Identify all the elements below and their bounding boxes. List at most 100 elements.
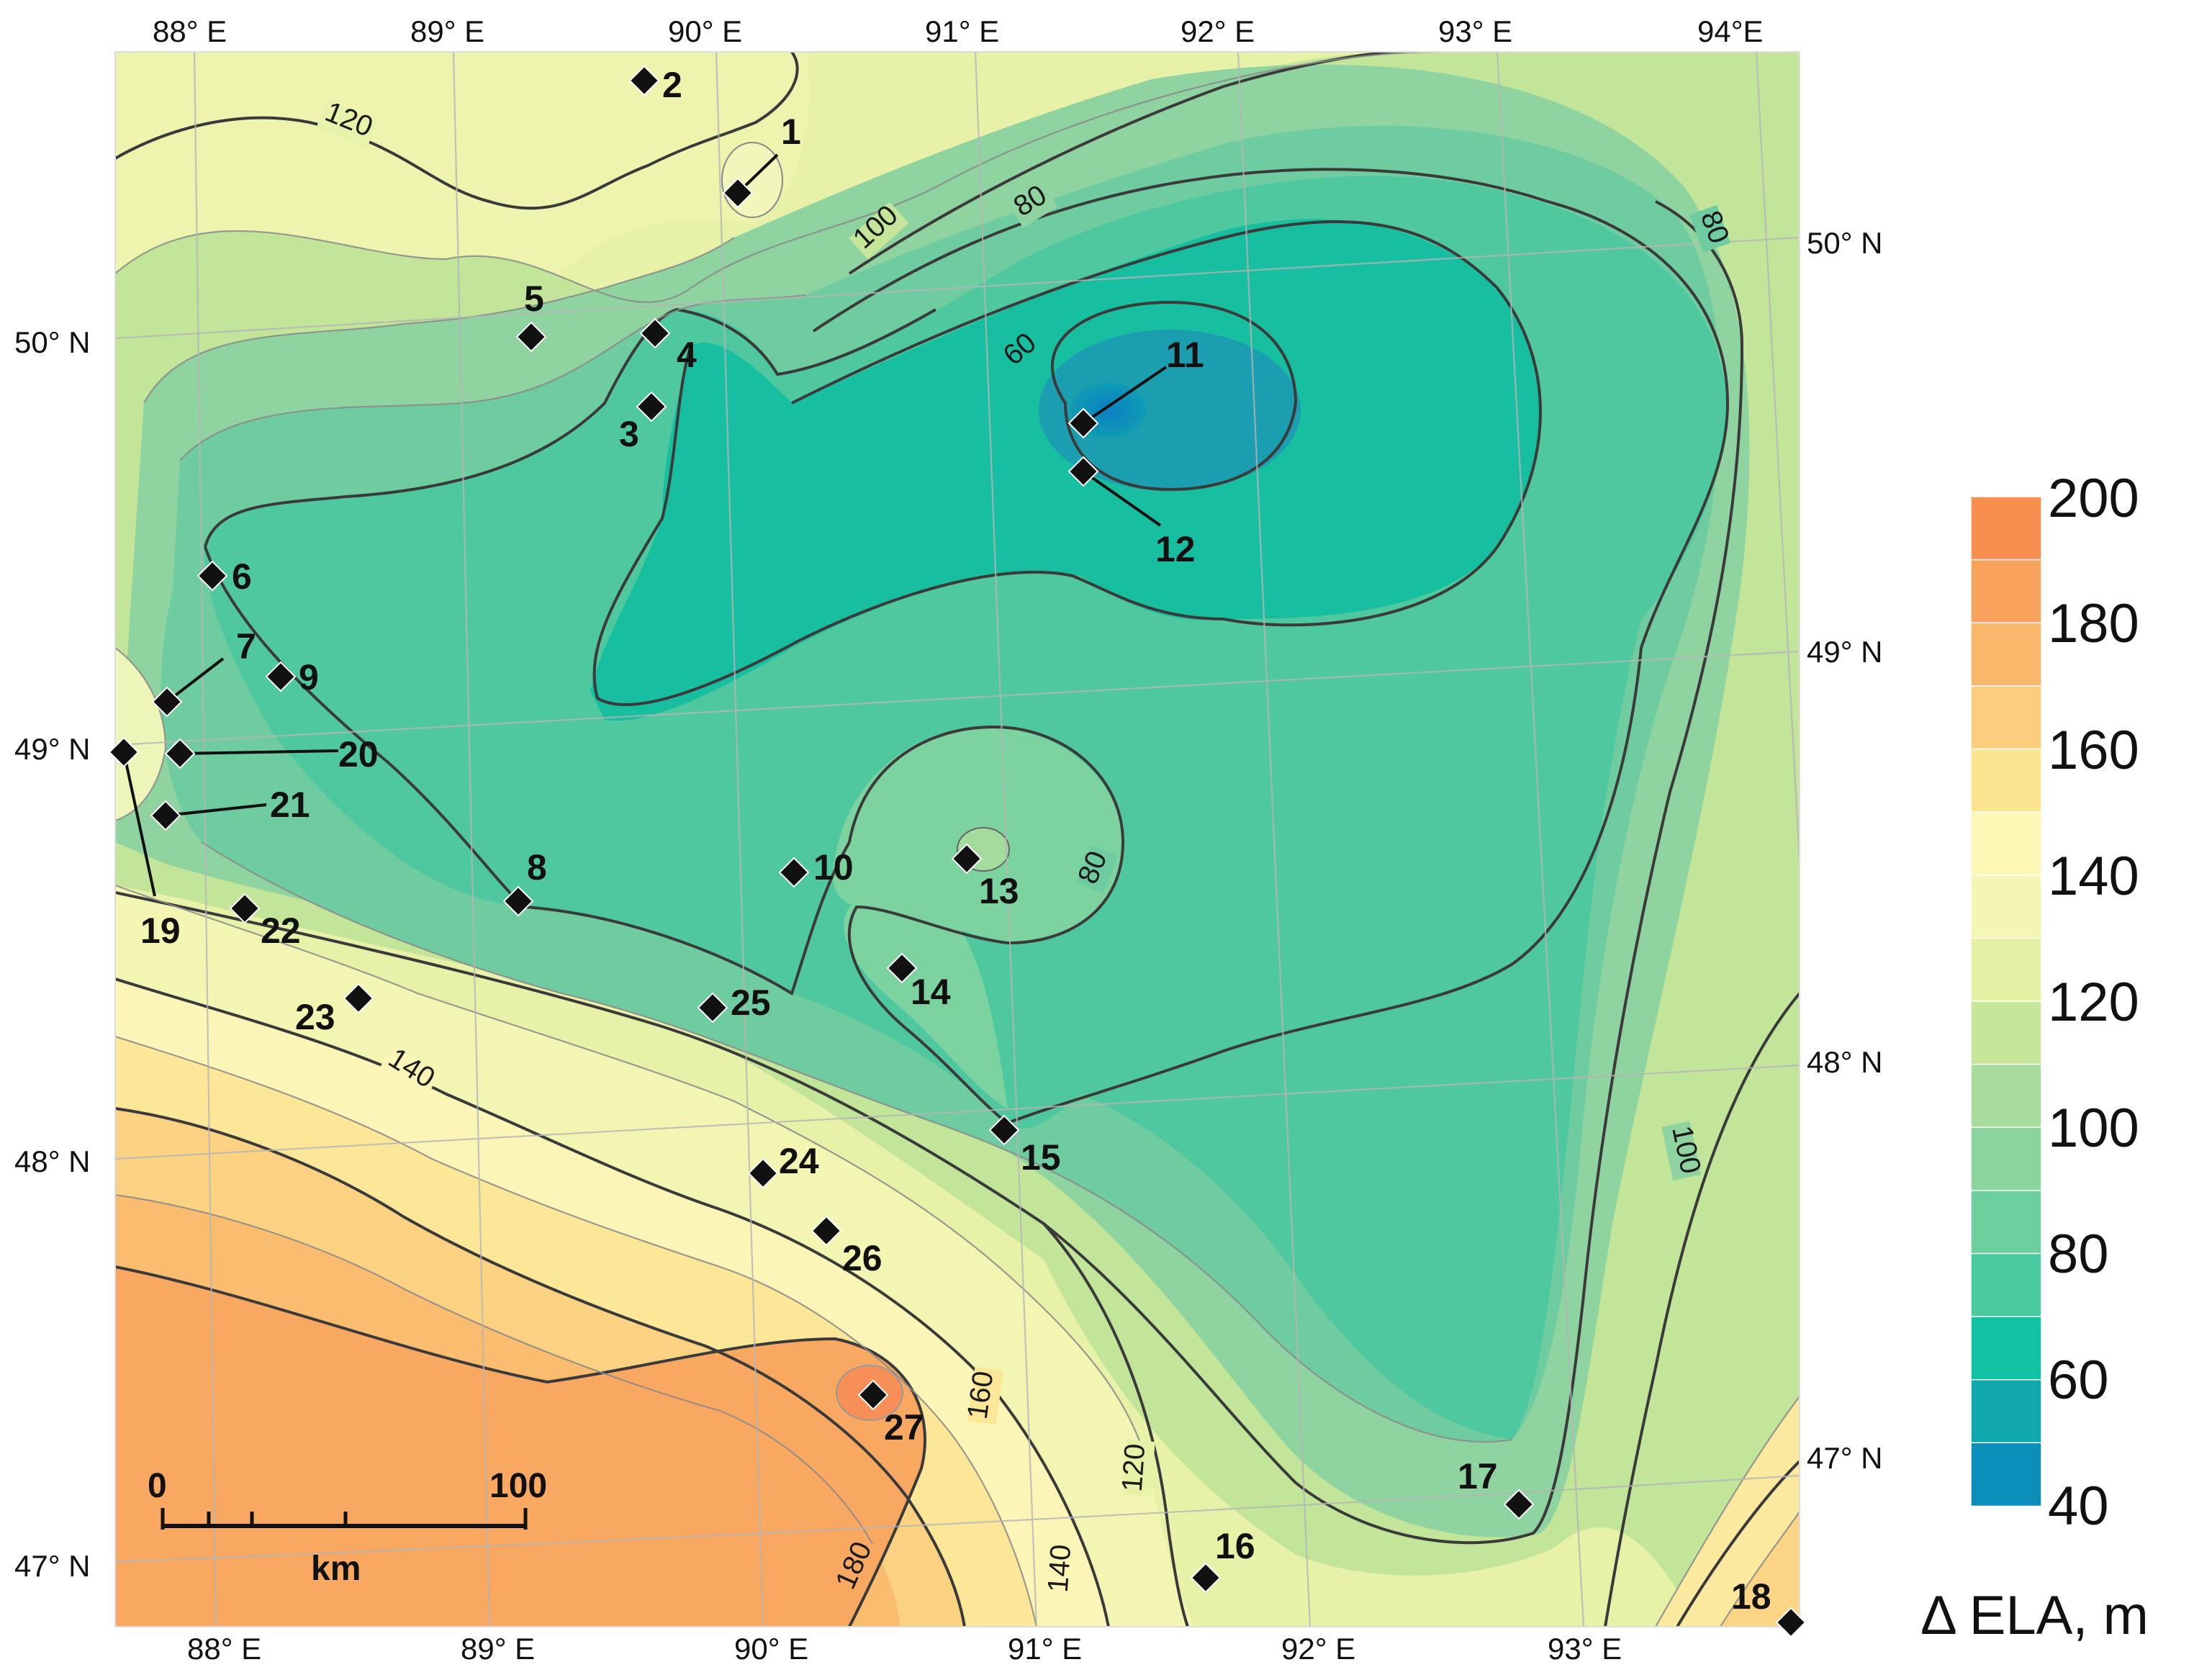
bottom-lon-93: 93° E: [1548, 1632, 1622, 1666]
site-marker[interactable]: 6: [197, 556, 252, 597]
bottom-lon-92: 92° E: [1281, 1632, 1355, 1666]
site-marker[interactable]: 13: [951, 843, 1019, 911]
sites: 1 2 3 4 5 6 7 8 9 10 11 12 13 14 15 16 1…: [108, 65, 1807, 1638]
legend-color-band: [1970, 1063, 2042, 1129]
top-lon-88: 88° E: [153, 14, 227, 48]
svg-text:10: 10: [813, 847, 854, 888]
legend-ticks: 200 180 160 140 120 100 80 60 40: [2048, 468, 2139, 1537]
zone-50: [1039, 330, 1301, 491]
legend-tick-60: 60: [2048, 1350, 2109, 1411]
legend-color-band: [1970, 1379, 2042, 1444]
site-marker[interactable]: 3: [619, 391, 667, 454]
legend-color-band: [1970, 811, 2042, 876]
site-marker[interactable]: 5: [515, 279, 547, 353]
legend-color-band: [1970, 1316, 2042, 1381]
svg-text:26: 26: [842, 1238, 882, 1278]
legend-color-band: [1970, 559, 2042, 624]
right-lat-49: 49° N: [1807, 635, 1883, 669]
top-lon-94: 94°E: [1697, 14, 1764, 48]
bottom-lon-88: 88° E: [187, 1632, 261, 1666]
svg-text:24: 24: [779, 1141, 819, 1181]
site-marker[interactable]: 15: [988, 1114, 1061, 1178]
contour-label-140b: 140: [1042, 1543, 1078, 1594]
scale-bar: 0 100 km: [148, 1467, 547, 1588]
site-marker[interactable]: 24: [747, 1141, 819, 1189]
legend-color-band: [1970, 937, 2042, 1003]
site-marker[interactable]: 2: [628, 65, 682, 105]
scale-unit-label: km: [311, 1550, 361, 1588]
legend-title: Δ ELA, m: [1920, 1585, 2149, 1646]
svg-text:9: 9: [299, 657, 319, 697]
left-lat-49: 49° N: [14, 732, 91, 766]
svg-text:8: 8: [527, 847, 547, 888]
legend-color-bands: [1970, 496, 2042, 1507]
svg-text:15: 15: [1021, 1137, 1061, 1178]
legend-color-band: [1970, 1252, 2042, 1318]
svg-text:17: 17: [1458, 1456, 1498, 1496]
site-marker[interactable]: 11: [1067, 335, 1204, 439]
site-marker[interactable]: 12: [1067, 456, 1196, 569]
legend-color-band: [1970, 748, 2042, 813]
svg-text:6: 6: [232, 556, 252, 597]
site-marker[interactable]: 19: [108, 736, 181, 951]
scale-start-label: 0: [148, 1467, 167, 1505]
legend-tick-100: 100: [2048, 1098, 2139, 1159]
site-marker[interactable]: 14: [886, 952, 951, 1012]
zone-60: [590, 219, 1540, 721]
site-marker[interactable]: 21: [150, 785, 310, 831]
site-marker[interactable]: 25: [697, 983, 771, 1024]
site-marker[interactable]: 10: [778, 847, 854, 888]
svg-text:7: 7: [236, 626, 256, 667]
svg-text:20: 20: [338, 734, 379, 774]
legend-color-band: [1970, 1001, 2042, 1065]
legend-tick-140: 140: [2048, 846, 2139, 907]
legend-tick-120: 120: [2048, 972, 2139, 1033]
right-lat-50: 50° N: [1807, 226, 1883, 260]
map-frame: [114, 51, 1800, 1627]
svg-text:19: 19: [140, 911, 181, 951]
site-marker[interactable]: 20: [164, 734, 379, 774]
legend-color-band: [1970, 1190, 2042, 1255]
svg-text:2: 2: [662, 65, 682, 105]
site-marker[interactable]: 16: [1190, 1526, 1255, 1594]
legend-color-band: [1970, 685, 2042, 750]
svg-text:4: 4: [677, 335, 697, 375]
site-marker[interactable]: 4: [639, 317, 697, 375]
site-marker[interactable]: 22: [229, 893, 301, 951]
bottom-lon-90: 90° E: [734, 1632, 808, 1666]
bottom-lon-91: 91° E: [1008, 1632, 1082, 1666]
site-marker[interactable]: 18: [1731, 1576, 1807, 1638]
site-marker[interactable]: 27: [857, 1379, 924, 1448]
svg-text:13: 13: [979, 871, 1019, 911]
site-leader-lines: [122, 153, 1168, 897]
color-legend: 200 180 160 140 120 100 80 60 40 Δ ELA, …: [1920, 468, 2149, 1646]
top-lon-90: 90° E: [668, 14, 742, 48]
legend-tick-80: 80: [2048, 1224, 2109, 1285]
left-latitude-labels: 50° N 49° N 48° N 47° N: [14, 325, 91, 1583]
site-marker[interactable]: 9: [265, 657, 319, 697]
legend-color-band: [1970, 1442, 2042, 1507]
contour-label-120b: 120: [1116, 1442, 1152, 1493]
svg-text:5: 5: [524, 279, 544, 319]
svg-text:12: 12: [1155, 529, 1196, 569]
bottom-lon-89: 89° E: [461, 1632, 535, 1666]
right-latitude-labels: 50° N 49° N 48° N 47° N: [1807, 226, 1883, 1475]
right-lat-48: 48° N: [1807, 1045, 1883, 1079]
top-lon-89: 89° E: [410, 14, 484, 48]
site-marker[interactable]: 17: [1458, 1456, 1535, 1520]
svg-text:21: 21: [270, 785, 310, 825]
contour-map: [115, 52, 1800, 1627]
svg-text:3: 3: [619, 414, 639, 454]
site-marker[interactable]: 23: [295, 983, 374, 1037]
legend-tick-180: 180: [2048, 593, 2139, 654]
scale-end-label: 100: [489, 1467, 547, 1505]
legend-tick-200: 200: [2048, 468, 2139, 529]
legend-color-band: [1970, 622, 2042, 687]
site-marker[interactable]: 8: [502, 847, 547, 917]
top-longitude-labels: 88° E 89° E 90° E 91° E 92° E 93° E 94°E: [153, 14, 1764, 48]
site-marker[interactable]: 26: [811, 1215, 882, 1278]
site-marker[interactable]: 7: [151, 626, 256, 718]
site-marker[interactable]: 1: [722, 112, 801, 209]
top-lon-92: 92° E: [1181, 14, 1255, 48]
